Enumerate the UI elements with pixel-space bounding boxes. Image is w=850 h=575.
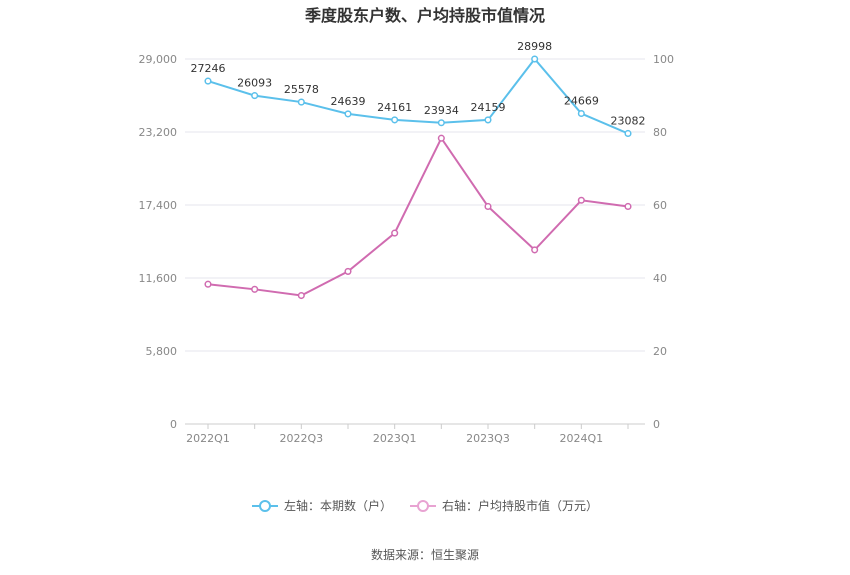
data-point [484, 116, 492, 124]
y-left-tick-label: 11,600 [139, 272, 178, 285]
data-point [204, 77, 212, 85]
data-point [624, 129, 632, 138]
y-left-tick-label: 29,000 [139, 53, 178, 66]
x-tick-label: 2022Q3 [280, 432, 324, 445]
data-point [531, 246, 539, 254]
y-right-tick-label: 20 [653, 345, 667, 358]
data-label: 26093 [237, 77, 272, 90]
data-point [344, 267, 352, 275]
series-line-avg-value [207, 136, 629, 297]
data-point [251, 92, 259, 100]
y-left-tick-label: 17,400 [139, 199, 178, 212]
data-point [297, 98, 305, 106]
data-point [204, 280, 212, 288]
legend-line-circle-icon [410, 499, 436, 512]
y-left-tick-label: 0 [170, 418, 177, 431]
legend-item-avg-value[interactable]: 右轴：户均持股市值（万元） [410, 497, 598, 514]
data-point [624, 202, 632, 211]
data-label: 25578 [284, 83, 319, 96]
data-source: 数据来源：恒生聚源 [370, 548, 479, 562]
data-label: 23934 [424, 104, 459, 117]
data-label: 24639 [331, 95, 366, 108]
x-tick-label: 2024Q1 [560, 432, 604, 445]
y-right-tick-label: 40 [653, 272, 667, 285]
legend-label-households: 左轴：本期数（户） [283, 499, 392, 513]
legend-label-avg-value: 右轴：户均持股市值（万元） [442, 499, 599, 513]
data-label: 23082 [611, 114, 646, 127]
data-point [577, 196, 585, 204]
data-label: 24161 [377, 101, 412, 114]
data-label: 24669 [564, 95, 599, 108]
data-label: 28998 [517, 40, 552, 53]
y-right-tick-label: 100 [653, 53, 674, 66]
series-line-households [207, 57, 629, 135]
y-right-tick-label: 60 [653, 199, 667, 212]
y-left-tick-label: 23,200 [139, 126, 178, 139]
data-point [391, 229, 399, 237]
x-tick-label: 2022Q1 [186, 432, 230, 445]
data-point [577, 109, 585, 118]
legend-line-circle-icon [251, 499, 278, 512]
data-point [297, 291, 305, 300]
y-right-tick-label: 80 [653, 126, 667, 139]
y-right-tick-label: 0 [653, 418, 660, 431]
data-point [531, 55, 539, 63]
chart-title: 季度股东户数、户均持股市值情况 [304, 6, 545, 25]
data-label: 24159 [471, 101, 506, 114]
x-tick-label: 2023Q3 [466, 432, 510, 445]
legend-item-households[interactable]: 左轴：本期数（户） [251, 497, 392, 514]
data-point [484, 202, 492, 211]
y-left-tick-label: 5,800 [146, 345, 178, 358]
data-point [437, 134, 445, 142]
chart-legend: 左轴：本期数（户） 右轴：户均持股市值（万元） [0, 497, 850, 514]
data-point [251, 285, 259, 293]
data-point [344, 110, 352, 118]
x-tick-label: 2023Q1 [373, 432, 417, 445]
data-point [391, 116, 399, 124]
data-label: 27246 [191, 62, 226, 75]
data-point [437, 119, 445, 127]
